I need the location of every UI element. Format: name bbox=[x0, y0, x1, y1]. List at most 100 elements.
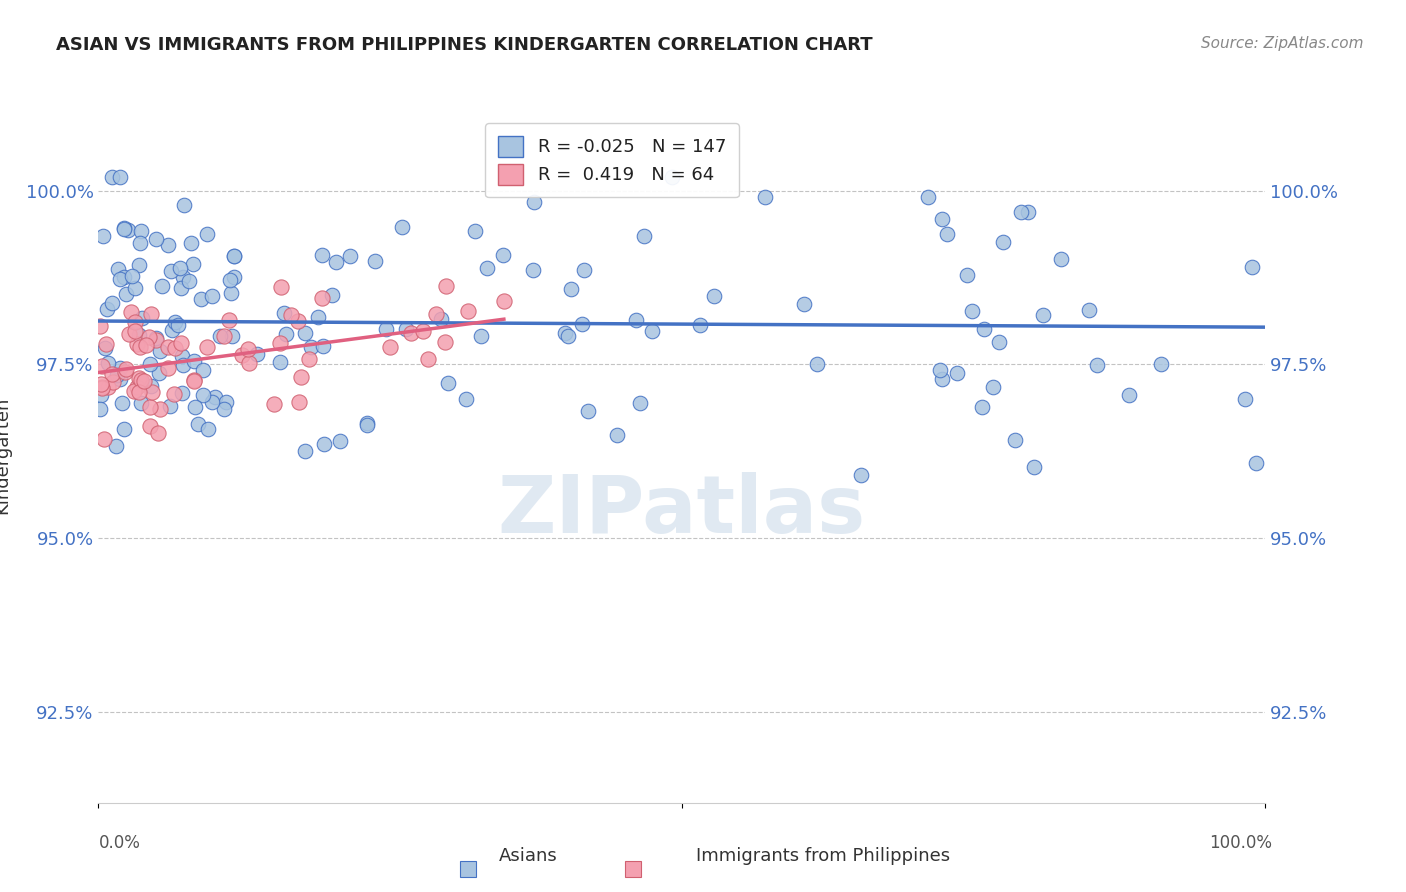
Point bbox=[1241, 260, 1264, 275]
Point bbox=[298, 352, 321, 367]
Point bbox=[263, 397, 285, 411]
Point bbox=[290, 370, 312, 384]
Point bbox=[94, 341, 117, 355]
Point bbox=[236, 342, 259, 356]
Point bbox=[118, 326, 141, 341]
Point bbox=[956, 268, 979, 283]
Point bbox=[311, 248, 333, 262]
Point bbox=[160, 264, 183, 278]
Point bbox=[294, 326, 316, 340]
Point bbox=[294, 444, 316, 458]
Point bbox=[970, 400, 993, 414]
Point bbox=[703, 288, 725, 302]
Point bbox=[115, 362, 138, 376]
Point bbox=[1032, 308, 1054, 322]
Point bbox=[132, 374, 155, 388]
Point bbox=[689, 318, 711, 332]
Point bbox=[522, 263, 544, 277]
Point bbox=[1085, 358, 1108, 372]
Point bbox=[378, 340, 401, 354]
Point bbox=[456, 392, 478, 406]
Point bbox=[115, 287, 138, 301]
Point bbox=[204, 390, 226, 404]
Point bbox=[101, 169, 124, 184]
Point bbox=[246, 347, 269, 361]
Point bbox=[101, 375, 124, 389]
Point bbox=[276, 327, 298, 342]
Point bbox=[973, 322, 995, 336]
Point bbox=[150, 279, 173, 293]
Text: ZIPatlas: ZIPatlas bbox=[498, 472, 866, 549]
Point bbox=[630, 396, 652, 410]
Point bbox=[139, 419, 162, 434]
Point bbox=[849, 468, 872, 483]
Point bbox=[557, 329, 579, 343]
Point bbox=[437, 376, 460, 390]
Point bbox=[1050, 252, 1073, 266]
Point bbox=[806, 357, 828, 371]
Point bbox=[356, 416, 378, 430]
Point bbox=[224, 249, 246, 263]
Point bbox=[138, 329, 160, 343]
Point bbox=[165, 342, 187, 356]
Point bbox=[163, 387, 186, 401]
Point bbox=[754, 190, 776, 204]
Text: 0.0%: 0.0% bbox=[98, 834, 141, 852]
Point bbox=[195, 340, 218, 354]
Point bbox=[145, 333, 167, 347]
Point bbox=[141, 384, 163, 399]
Point bbox=[135, 338, 157, 352]
Point bbox=[129, 396, 152, 410]
Point bbox=[89, 402, 111, 417]
Point bbox=[90, 376, 112, 391]
Point bbox=[112, 269, 135, 284]
Point bbox=[356, 417, 378, 432]
Point bbox=[606, 427, 628, 442]
Point bbox=[280, 308, 302, 322]
Text: Asians: Asians bbox=[499, 847, 558, 865]
Point bbox=[183, 353, 205, 368]
Text: Source: ZipAtlas.com: Source: ZipAtlas.com bbox=[1201, 36, 1364, 51]
Point bbox=[929, 363, 952, 377]
Point bbox=[110, 360, 132, 375]
Point bbox=[128, 385, 150, 400]
Point bbox=[1244, 456, 1267, 470]
Point bbox=[157, 360, 180, 375]
Point bbox=[554, 326, 576, 341]
Point bbox=[325, 254, 347, 268]
Point bbox=[100, 367, 122, 381]
Point bbox=[222, 249, 245, 263]
Point bbox=[231, 349, 253, 363]
Point bbox=[212, 401, 235, 416]
Point bbox=[100, 296, 122, 310]
Point bbox=[91, 380, 114, 394]
Y-axis label: Kindergarten: Kindergarten bbox=[0, 396, 11, 514]
Point bbox=[312, 437, 335, 451]
Point bbox=[560, 282, 582, 296]
Point bbox=[96, 302, 118, 317]
Point bbox=[173, 359, 195, 373]
Point bbox=[114, 365, 136, 379]
Point bbox=[91, 229, 114, 244]
Point bbox=[238, 356, 260, 370]
Point bbox=[172, 349, 194, 363]
Point bbox=[307, 310, 329, 324]
Point bbox=[633, 228, 655, 243]
Point bbox=[624, 312, 647, 326]
Point bbox=[299, 340, 322, 354]
Point bbox=[212, 329, 235, 343]
Point bbox=[172, 270, 194, 285]
Point bbox=[173, 198, 195, 212]
Point bbox=[170, 281, 193, 295]
Point bbox=[457, 304, 479, 318]
Point bbox=[139, 379, 162, 393]
Point bbox=[112, 422, 135, 436]
Point bbox=[170, 336, 193, 351]
Point bbox=[190, 292, 212, 306]
Point bbox=[576, 403, 599, 417]
Point bbox=[97, 380, 120, 394]
Point bbox=[470, 329, 492, 343]
Point bbox=[571, 317, 593, 331]
Point bbox=[269, 336, 291, 351]
Point bbox=[172, 386, 194, 401]
